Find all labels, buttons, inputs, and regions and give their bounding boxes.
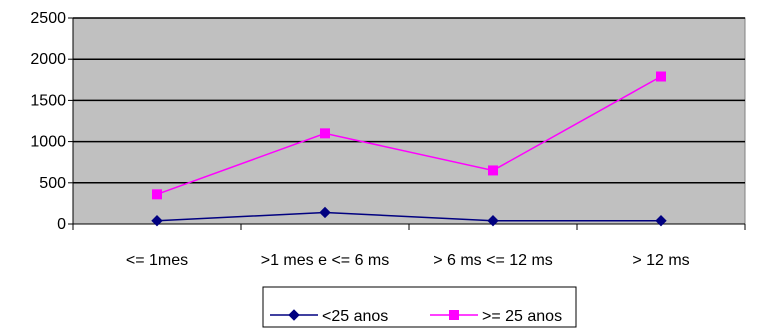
gridlines — [73, 17, 745, 184]
plot-area — [72, 17, 746, 225]
data-point — [487, 214, 499, 227]
legend-label: <25 anos — [322, 308, 388, 325]
y-tick-label: 0 — [57, 216, 66, 233]
x-axis-ticks: <= 1mes >1 mes e <= 6 ms > 6 ms <= 12 ms > … — [72, 224, 746, 269]
y-tick-label: 2500 — [30, 10, 66, 27]
data-point — [655, 214, 667, 227]
legend-label: >= 25 anos — [482, 308, 562, 325]
data-point — [656, 71, 666, 82]
data-point — [319, 206, 331, 219]
y-tick-label: 2000 — [30, 51, 66, 68]
data-point — [152, 189, 162, 200]
legend: <25 anos >= 25 anos — [262, 286, 577, 328]
data-point — [320, 128, 330, 139]
y-tick-label: 1000 — [30, 134, 66, 151]
legend-marker — [449, 310, 459, 320]
x-tick-label: <= 1mes — [126, 252, 188, 269]
series-layer — [151, 71, 667, 227]
x-tick-label: >1 mes e <= 6 ms — [261, 252, 390, 269]
legend-item-1: <25 anos — [270, 308, 388, 325]
legend-box — [262, 286, 577, 328]
series-line — [156, 211, 661, 222]
x-tick-label: > 12 ms — [632, 252, 689, 269]
y-tick-label: 1500 — [30, 92, 66, 109]
y-axis-ticks: 0 500 1000 1500 2000 2500 — [30, 10, 73, 233]
legend-item-2: >= 25 anos — [430, 308, 562, 325]
series-2 — [152, 71, 666, 200]
x-tick-label: > 6 ms <= 12 ms — [433, 252, 553, 269]
y-tick-label: 500 — [39, 175, 66, 192]
series-line — [156, 75, 662, 196]
series-1 — [151, 206, 667, 227]
legend-marker — [288, 309, 300, 321]
data-point — [488, 165, 498, 176]
data-point — [151, 214, 163, 227]
